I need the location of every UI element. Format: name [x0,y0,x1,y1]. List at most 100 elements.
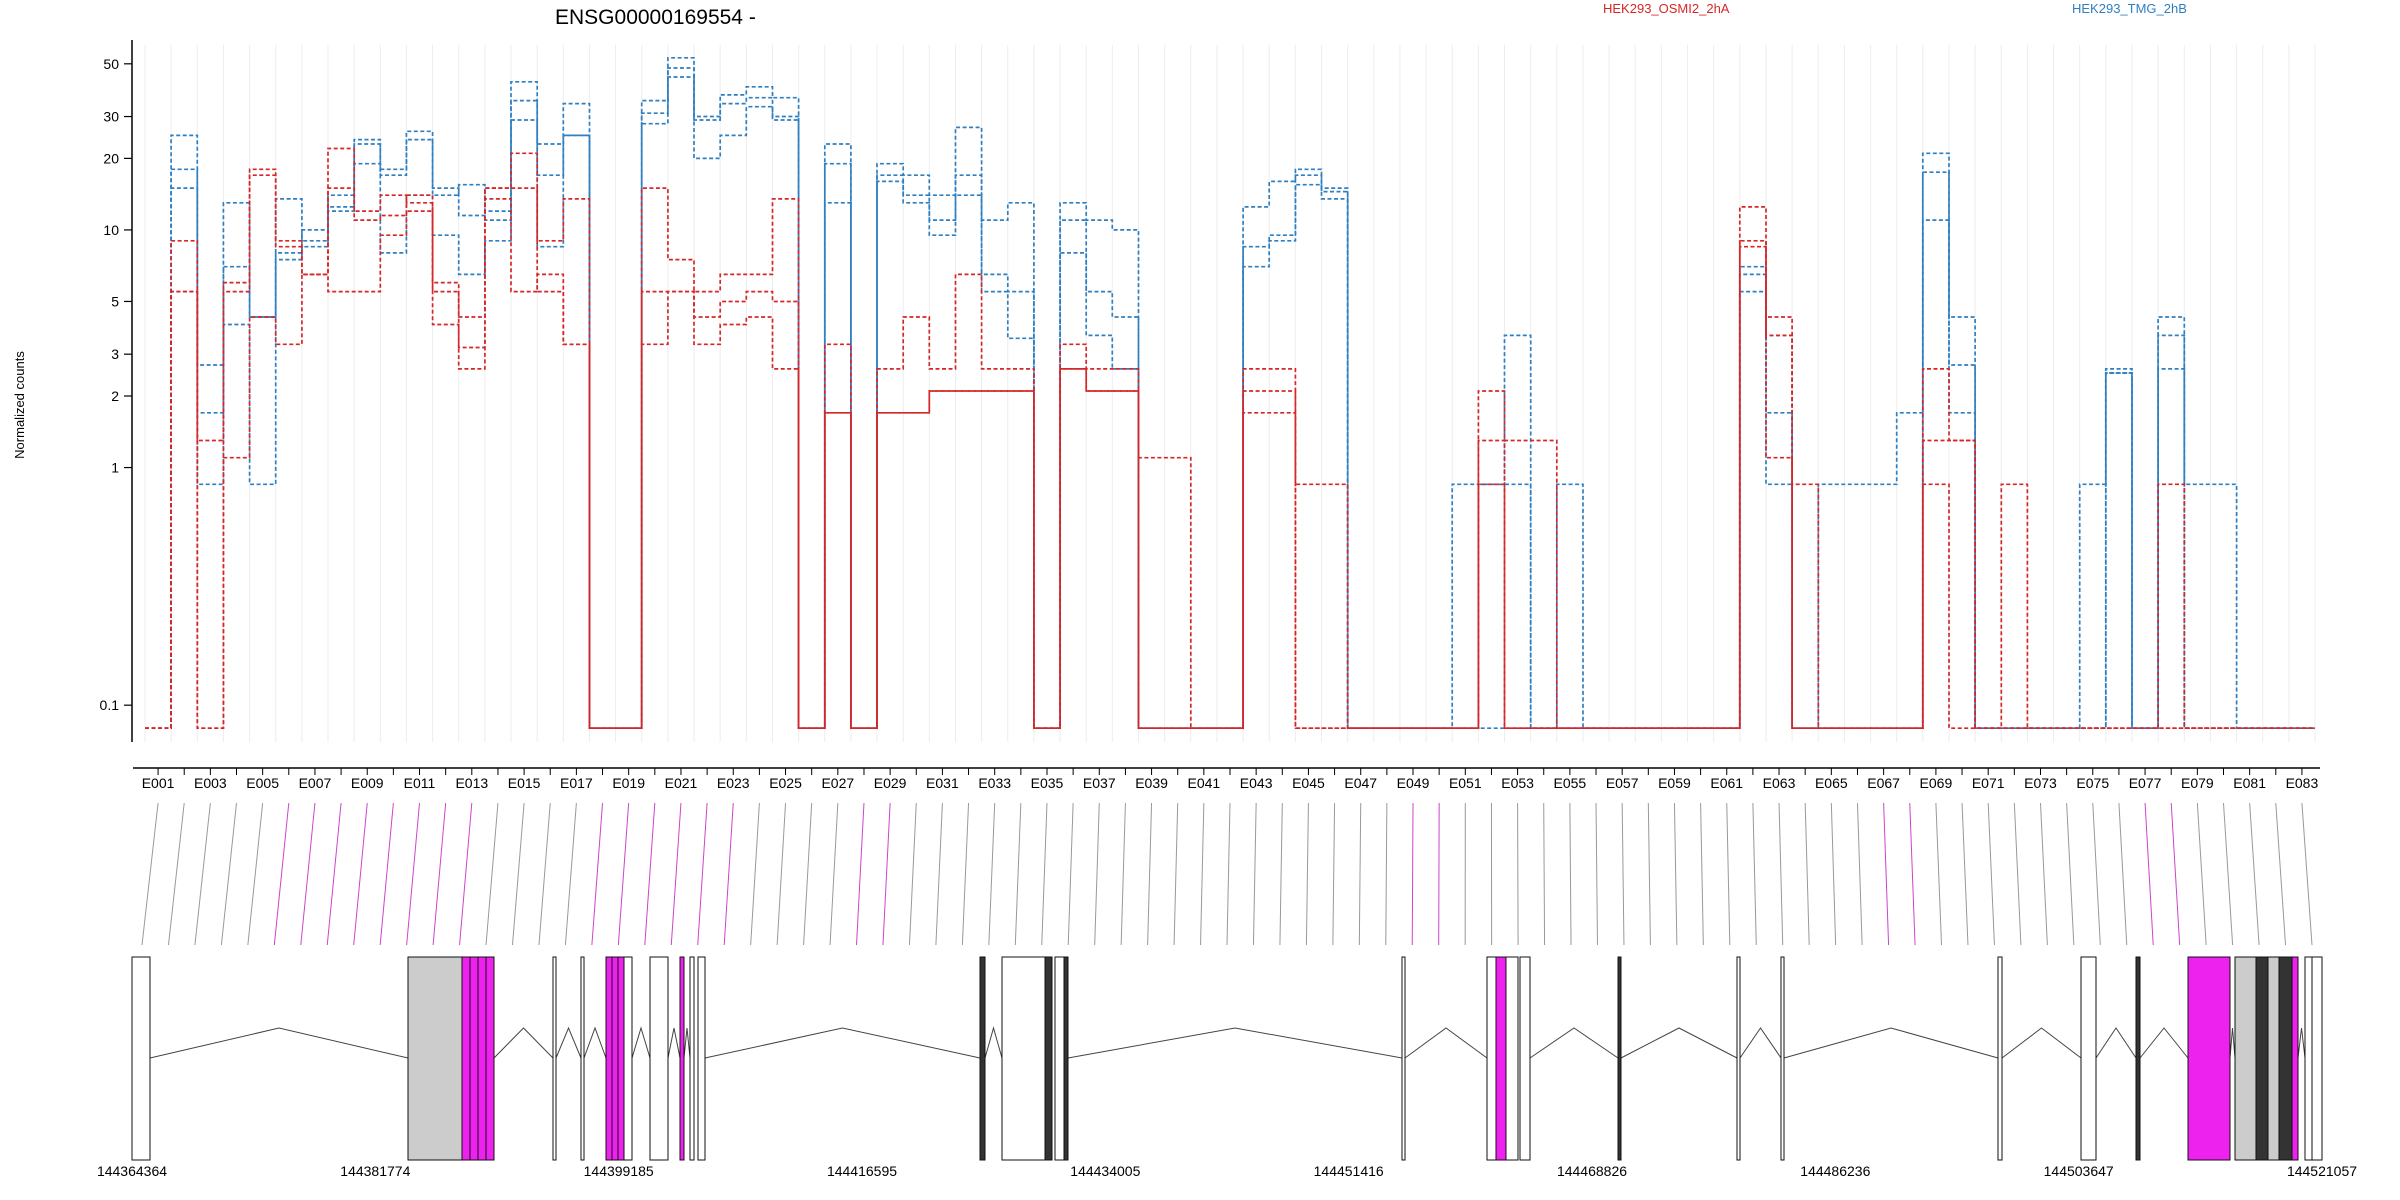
exon-label: E045 [1292,775,1325,791]
exon-label: E061 [1710,775,1743,791]
exon-connector [1700,802,1704,946]
intron-line [667,1027,681,1059]
exon-box [1063,956,1069,1161]
exon-connector [273,802,290,946]
exon-connector [1543,802,1546,946]
exon-connector [1385,802,1388,946]
exon-connector [856,802,865,946]
exon-connector [803,802,813,946]
exon-connector [1120,802,1126,946]
intron-line [631,1026,651,1059]
exon-tick-labels: E001 E003 E005 E007 E009 E011 E013 E015 E017 E019… [142,775,2319,791]
legend-label-osmi2: HEK293_OSMI2_2hA [1603,1,1730,16]
exon-box [2080,956,2097,1161]
genomic-coordinate-label: 144399185 [584,1163,654,1179]
y-tick-label: 50 [103,56,119,72]
exon-connector [1517,802,1519,946]
exon-connector [697,802,708,946]
exon-connector [220,802,238,946]
exon-label: E019 [612,775,645,791]
exon-label: E033 [978,775,1011,791]
exon-box [1486,956,1497,1161]
exon-connector [564,802,577,946]
exon-box [1401,956,1406,1161]
exon-label: E011 [404,775,436,791]
genomic-coordinate-label: 144381774 [340,1163,410,1179]
y-tick-label: 0.1 [100,697,120,713]
exon-box [1505,956,1519,1161]
exon-label: E039 [1135,775,1168,791]
exon-connector [908,802,917,946]
gene-model [131,956,2323,1161]
exon-connector [1909,802,1916,946]
exon-box [617,956,625,1161]
exon-label: E049 [1397,775,1430,791]
axes: 0.1 1 2 3 5 10 20 30 50 [100,40,2320,775]
exon-connector [1200,802,1205,946]
exon-connector [1647,802,1651,946]
exon-connector [432,802,447,946]
exon-box [1519,956,1531,1161]
series-line-HEK293_TMG_2hB [145,76,2315,730]
y-tick-label: 10 [103,222,119,238]
exon-connector [2013,802,2022,946]
exon-box [469,956,479,1161]
exon-label: E029 [874,775,907,791]
exon-label: E025 [769,775,802,791]
exon-connector [194,802,211,946]
exon-connector [2039,802,2048,946]
genomic-coordinate-label: 144451416 [1314,1163,1384,1179]
exon-box [2255,956,2269,1161]
exon-connector [167,802,185,946]
genomic-coordinate-label: 144364364 [97,1163,167,1179]
exon-connector [538,802,551,946]
exon-box [611,956,619,1161]
exon-label: E047 [1344,775,1377,791]
intron-line [1783,1027,1999,1059]
exon-label: E065 [1815,775,1848,791]
exon-connector [1252,802,1257,946]
exon-label: E073 [2024,775,2057,791]
exon-connector [935,802,943,946]
exon-connector [1726,802,1731,946]
exon-connector [2118,802,2128,946]
genomic-coordinate-label: 144468826 [1557,1163,1627,1179]
intron-line [583,1026,607,1059]
series-line-HEK293_OSMI2_2hA [145,174,2315,730]
exon-connector [1014,802,1022,946]
exon-connector [1621,802,1625,946]
exon-label: E017 [560,775,593,791]
exon-connector [1411,802,1414,946]
exon-label: E079 [2181,775,2214,791]
series-line-HEK293_OSMI2_2hA [145,198,2315,730]
exon-label: E021 [665,775,698,791]
exon-connector [459,802,473,946]
exon-label: E005 [246,775,279,791]
exon-connector [247,802,264,946]
genomic-coordinate-label: 144486236 [1800,1163,1870,1179]
exon-connector [1332,802,1336,946]
exon-box [552,956,557,1161]
exon-connector [1305,802,1309,946]
exon-connector [1673,802,1678,946]
exon-box [623,956,633,1161]
exon-label: E051 [1449,775,1482,791]
exon-box [580,956,585,1161]
intron-line [2095,1027,2137,1059]
exon-connector [1804,802,1810,946]
exon-label: E027 [821,775,854,791]
exon-connector [617,802,630,946]
intron-line [1620,1027,1738,1059]
exon-box [2291,956,2299,1161]
intron-line [1529,1027,1619,1059]
exon-box [1495,956,1507,1161]
exon-box [649,956,669,1161]
exon-connector [2066,802,2075,946]
exon-connectors [141,802,2313,946]
series-line-HEK293_OSMI2_2hA [145,147,2315,730]
exon-connector [1279,802,1283,946]
exon-connector [723,802,734,946]
exon-box [477,956,487,1161]
exon-connector [591,802,604,946]
exon-label: E075 [2076,775,2109,791]
